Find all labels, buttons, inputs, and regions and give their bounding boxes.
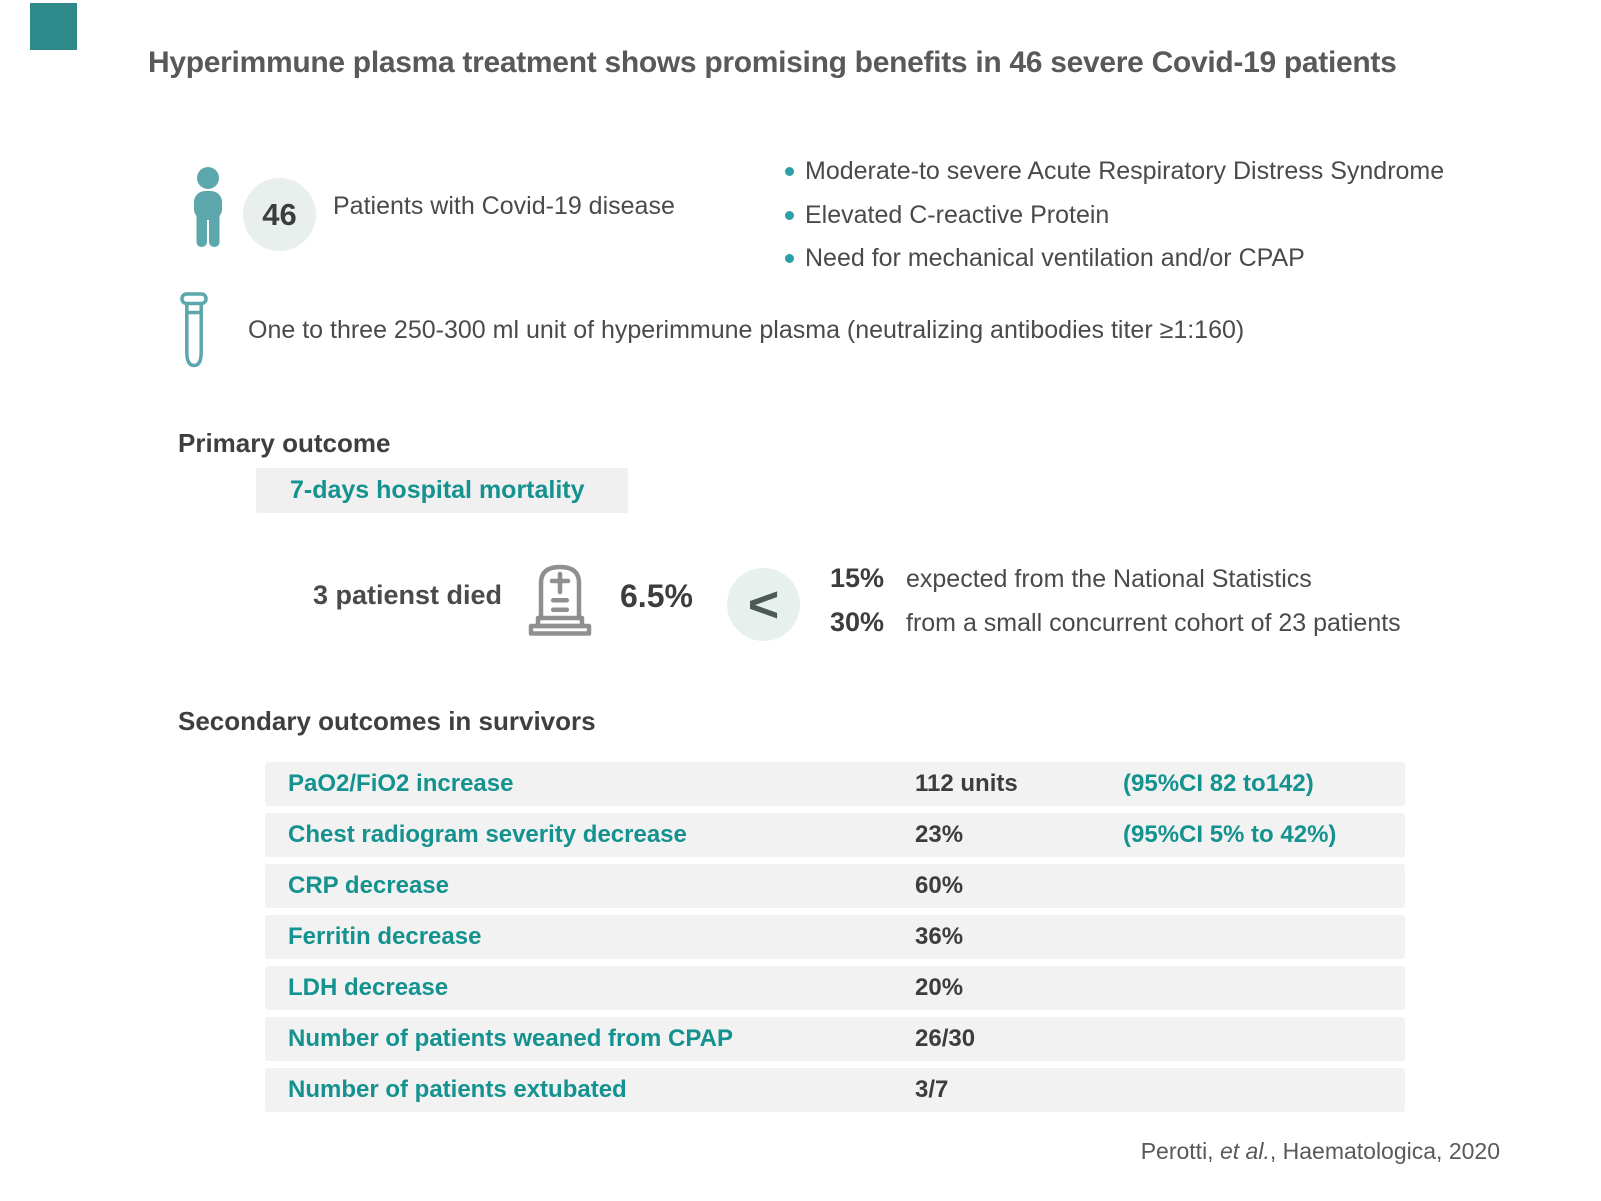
outcome-ci: (95%CI 5% to 42%) — [1123, 821, 1337, 848]
outcome-value: 23% — [915, 821, 964, 848]
table-row: PaO2/FiO2 increase 112 units (95%CI 82 t… — [265, 762, 1405, 806]
outcome-label: CRP decrease — [288, 872, 449, 899]
patient-count-badge: 46 — [243, 178, 316, 251]
outcome-value: 36% — [915, 923, 964, 950]
table-row: CRP decrease 60% — [265, 864, 1405, 908]
secondary-outcomes-heading: Secondary outcomes in survivors — [178, 706, 596, 736]
secondary-outcomes-table: PaO2/FiO2 increase 112 units (95%CI 82 t… — [265, 762, 1405, 1119]
outcome-label: Number of patients extubated — [288, 1076, 627, 1103]
comparison-row: 30% from a small concurrent cohort of 23… — [830, 607, 1401, 638]
comparison-value: 30% — [830, 607, 885, 637]
table-row: Number of patients weaned from CPAP 26/3… — [265, 1017, 1405, 1061]
less-than-icon: < — [747, 576, 780, 633]
patients-label: Patients with Covid-19 disease — [333, 192, 675, 220]
test-tube-icon — [180, 292, 208, 368]
comparison-row: 15% expected from the National Statistic… — [830, 563, 1312, 594]
deaths-label: 3 patienst died — [313, 580, 503, 610]
tombstone-icon — [528, 564, 592, 636]
outcome-label: Ferritin decrease — [288, 923, 482, 950]
outcome-label: LDH decrease — [288, 974, 449, 1001]
treatment-description: One to three 250-300 ml unit of hyperimm… — [248, 316, 1245, 344]
table-row: Number of patients extubated 3/7 — [265, 1068, 1405, 1112]
inclusion-criteria-list: Moderate-to severe Acute Respiratory Dis… — [785, 150, 1444, 281]
citation-etal: et al. — [1219, 1138, 1270, 1164]
bullet-dot-icon — [785, 210, 794, 220]
list-item: Elevated C-reactive Protein — [785, 194, 1444, 238]
mortality-rate: 6.5% — [620, 578, 693, 614]
comparison-value: 15% — [830, 563, 885, 593]
outcome-label: PaO2/FiO2 increase — [288, 770, 514, 797]
outcome-value: 3/7 — [915, 1076, 949, 1103]
list-item: Moderate-to severe Acute Respiratory Dis… — [785, 150, 1444, 194]
outcome-value: 26/30 — [915, 1025, 976, 1052]
bullet-dot-icon — [785, 254, 794, 264]
comparison-label: expected from the National Statistics — [906, 565, 1312, 593]
comparison-label: from a small concurrent cohort of 23 pat… — [906, 609, 1401, 637]
outcome-ci: (95%CI 82 to142) — [1123, 770, 1314, 797]
table-row: LDH decrease 20% — [265, 966, 1405, 1010]
list-item: Need for mechanical ventilation and/or C… — [785, 237, 1444, 281]
person-icon — [194, 167, 222, 247]
less-than-badge: < — [727, 568, 800, 641]
bullet-dot-icon — [785, 167, 794, 177]
patient-count: 46 — [262, 196, 297, 232]
primary-measure-label: 7-days hospital mortality — [290, 476, 585, 504]
outcome-label: Number of patients weaned from CPAP — [288, 1025, 733, 1052]
table-row: Chest radiogram severity decrease 23% (9… — [265, 813, 1405, 857]
criteria-text: Need for mechanical ventilation and/or C… — [805, 244, 1305, 273]
page-title: Hyperimmune plasma treatment shows promi… — [148, 46, 1397, 79]
criteria-text: Moderate-to severe Acute Respiratory Dis… — [805, 157, 1445, 186]
table-row: Ferritin decrease 36% — [265, 915, 1405, 959]
outcome-value: 20% — [915, 974, 964, 1001]
outcome-label: Chest radiogram severity decrease — [288, 821, 687, 848]
primary-measure-box: 7-days hospital mortality — [256, 468, 628, 513]
criteria-text: Elevated C-reactive Protein — [805, 200, 1110, 229]
citation-suffix: , Haematologica, 2020 — [1269, 1138, 1500, 1164]
citation-prefix: Perotti, — [1140, 1138, 1220, 1164]
primary-outcome-heading: Primary outcome — [178, 428, 391, 458]
brand-square — [30, 3, 77, 50]
outcome-value: 60% — [915, 872, 964, 899]
outcome-value: 112 units — [915, 770, 1018, 797]
citation: Perotti, et al., Haematologica, 2020 — [1141, 1138, 1500, 1165]
